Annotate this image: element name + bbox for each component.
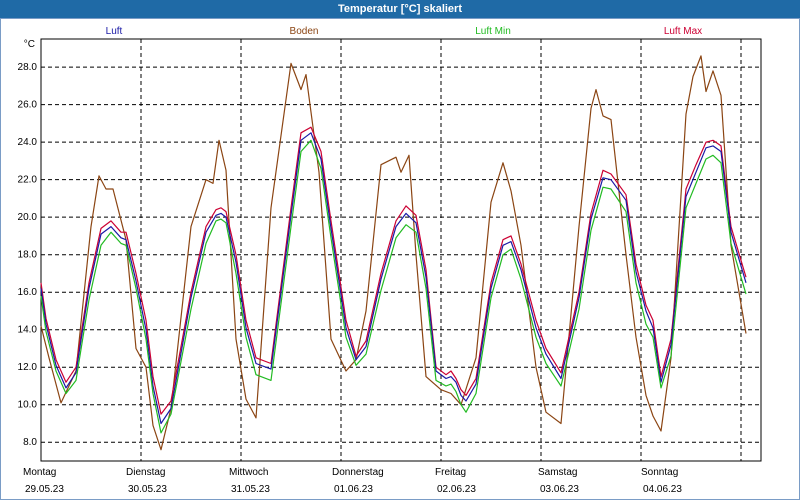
y-tick-label: 10.0 xyxy=(18,400,38,411)
y-tick-label: 12.0 xyxy=(18,362,38,373)
grid-layer xyxy=(40,38,762,462)
chart-title-bar: Temperatur [°C] skaliert xyxy=(0,0,800,18)
series-line xyxy=(40,132,747,425)
y-tick-label: 26.0 xyxy=(18,100,38,111)
series-layer xyxy=(40,55,747,451)
x-day-name: Sonntag xyxy=(641,467,678,478)
y-tick-label: 20.0 xyxy=(18,212,38,223)
axis-layer: 8.0 10.0 12.0 14.0 16.0 18.0 20.0 22.0 24.0 26.0 2… xyxy=(18,39,683,495)
legend-layer: Luft Boden Luft Min Luft Max xyxy=(106,26,703,37)
x-day-name: Montag xyxy=(23,467,56,478)
series-line xyxy=(40,126,747,415)
x-day-date: 02.06.23 xyxy=(437,484,476,495)
x-day-name: Freitag xyxy=(435,467,466,478)
legend-label: Luft Min xyxy=(475,26,511,37)
plot-border xyxy=(40,38,762,462)
y-tick-label: 16.0 xyxy=(18,287,38,298)
x-day-name: Samstag xyxy=(538,467,577,478)
x-day-date: 31.05.23 xyxy=(231,484,270,495)
x-day-date: 01.06.23 xyxy=(334,484,373,495)
chart-frame: 8.0 10.0 12.0 14.0 16.0 18.0 20.0 22.0 24.0 26.0 2… xyxy=(0,18,800,500)
legend-label: Luft Max xyxy=(664,26,702,37)
x-day-name: Dienstag xyxy=(126,467,165,478)
y-tick-label: 8.0 xyxy=(23,437,37,448)
legend-label: Luft xyxy=(106,26,123,37)
x-day-date: 04.06.23 xyxy=(643,484,682,495)
series-line xyxy=(40,139,747,434)
legend-label: Boden xyxy=(290,26,319,37)
x-day-name: Mittwoch xyxy=(229,467,268,478)
x-day-date: 30.05.23 xyxy=(128,484,167,495)
y-axis-unit: °C xyxy=(24,39,35,50)
y-tick-label: 18.0 xyxy=(18,250,38,261)
temperature-chart: 8.0 10.0 12.0 14.0 16.0 18.0 20.0 22.0 24.0 26.0 2… xyxy=(18,26,762,495)
y-tick-label: 14.0 xyxy=(18,325,38,336)
x-day-name: Donnerstag xyxy=(332,467,384,478)
y-tick-label: 28.0 xyxy=(18,62,38,73)
x-day-date: 03.06.23 xyxy=(540,484,579,495)
chart-title: Temperatur [°C] skaliert xyxy=(337,3,462,15)
y-tick-label: 22.0 xyxy=(18,175,38,186)
series-line xyxy=(40,55,747,451)
x-day-date: 29.05.23 xyxy=(25,484,64,495)
y-tick-label: 24.0 xyxy=(18,137,38,148)
